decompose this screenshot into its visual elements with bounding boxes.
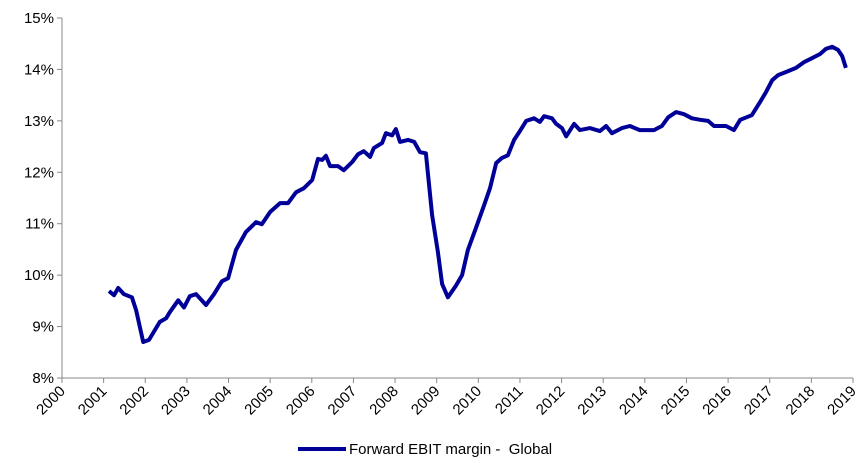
x-tick-label: 2018: [783, 383, 819, 419]
x-tick-label: 2012: [533, 383, 569, 419]
line-series: [107, 44, 848, 344]
y-tick-label: 9%: [32, 319, 54, 336]
x-tick-label: 2014: [616, 383, 652, 419]
x-tick-label: 2013: [574, 383, 610, 419]
x-tick-label: 2002: [116, 383, 152, 419]
x-tick-label: 2000: [33, 383, 69, 419]
y-tick-label: 12%: [24, 164, 54, 181]
y-tick-label: 10%: [24, 267, 54, 284]
x-tick-label: 2011: [492, 383, 527, 418]
x-tick-label: 2008: [366, 383, 402, 419]
y-tick-label: 15%: [24, 10, 54, 27]
x-tick-label: 2001: [75, 383, 111, 419]
x-tick-label: 2019: [824, 383, 860, 419]
x-tick-label: 2005: [241, 383, 277, 419]
x-tick-label: 2016: [699, 383, 735, 419]
x-tick-label: 2017: [741, 383, 777, 419]
x-tick-label: 2007: [325, 383, 361, 419]
x-tick-label: 2015: [658, 383, 694, 419]
x-tick-label: 2003: [158, 383, 194, 419]
x-tick-label: 2006: [283, 383, 319, 419]
x-tick-label: 2010: [450, 383, 486, 419]
legend-label: Forward EBIT margin - Global: [349, 441, 552, 458]
y-tick-label: 14%: [24, 61, 54, 78]
y-tick-label: 11%: [25, 216, 54, 233]
y-tick-label: 8%: [32, 370, 54, 387]
x-tick-label: 2004: [200, 383, 236, 419]
x-tick-label: 2009: [408, 383, 444, 419]
y-tick-label: 13%: [24, 113, 54, 130]
